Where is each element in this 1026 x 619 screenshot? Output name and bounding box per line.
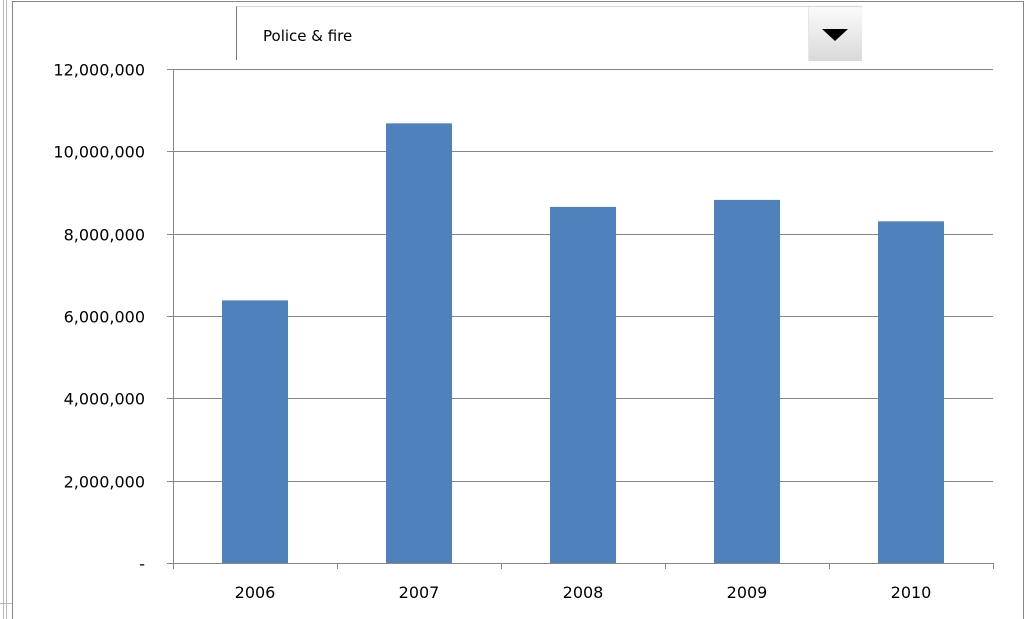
- bar-2006: [222, 300, 288, 563]
- bar-2007: [386, 123, 452, 563]
- x-tick-labels: 2006 2007 2008 2009 2010: [235, 583, 932, 602]
- dropdown-selected-value: Police & fire: [263, 27, 353, 45]
- y-tick-label: 6,000,000: [64, 308, 145, 327]
- axes: [173, 69, 994, 569]
- bar-2010: [878, 221, 944, 564]
- x-tick-label: 2009: [727, 583, 768, 602]
- x-tick-label: 2010: [891, 583, 932, 602]
- bars: [222, 123, 944, 564]
- category-dropdown[interactable]: Police & fire: [236, 6, 862, 61]
- y-tick-label: 12,000,000: [53, 61, 145, 80]
- y-tick-label: 8,000,000: [64, 226, 145, 245]
- bar-2009: [714, 199, 780, 563]
- x-tick-label: 2006: [235, 583, 276, 602]
- chart-border: [12, 1, 1024, 619]
- dropdown-arrow-button[interactable]: [808, 7, 862, 61]
- y-tick-label: 10,000,000: [53, 143, 145, 162]
- y-tick-labels: - 2,000,000 4,000,000 6,000,000 8,000,000 10,…: [53, 61, 145, 574]
- x-tick-label: 2008: [563, 583, 604, 602]
- bar-2008: [550, 206, 616, 564]
- chevron-down-icon: [822, 29, 848, 41]
- y-tick-label: 4,000,000: [64, 390, 145, 409]
- y-tick-label: -: [139, 555, 145, 574]
- x-tick-label: 2007: [399, 583, 440, 602]
- y-tick-label: 2,000,000: [64, 473, 145, 492]
